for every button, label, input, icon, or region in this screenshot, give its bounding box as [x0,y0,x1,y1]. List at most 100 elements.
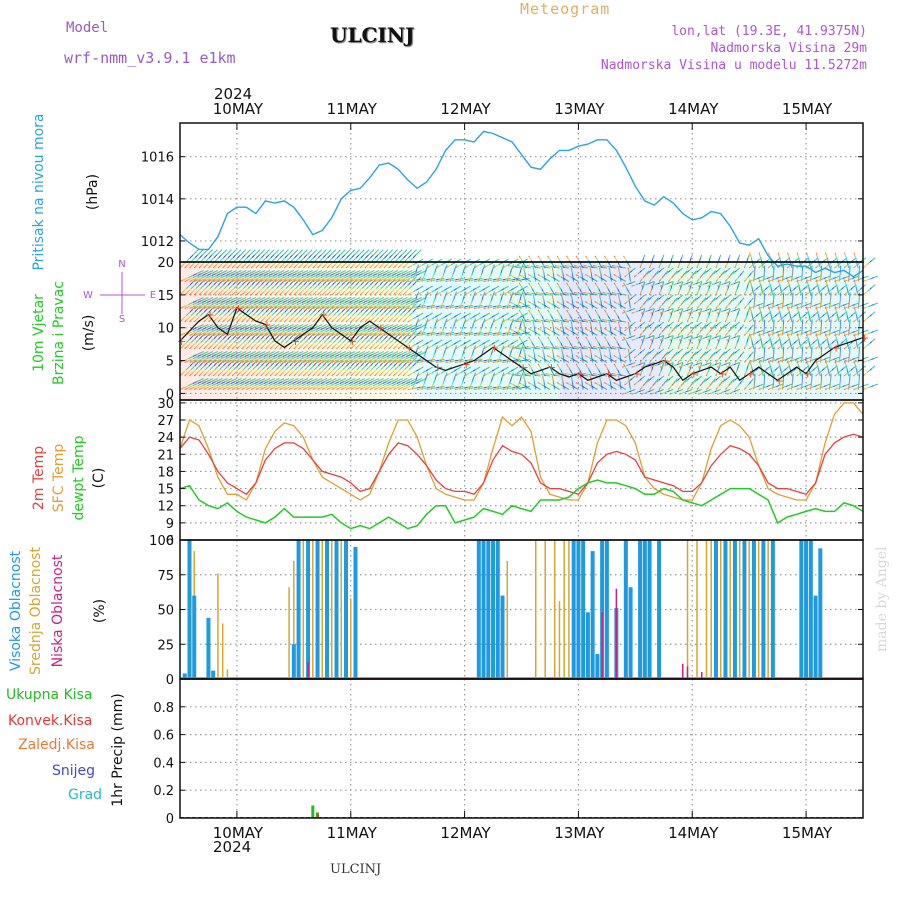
mid-cloud-bar [729,540,731,679]
y-tick-label: 0.8 [153,701,174,716]
high-cloud-bar [206,617,211,679]
y-tick-label: 21 [157,448,174,463]
wind-barb [862,365,876,377]
year-label-bottom: 2024 [213,838,252,856]
wind-gust-mark: + [462,358,471,371]
day-label-bottom: 14MAY [668,824,719,842]
day-label-bottom: 12MAY [440,824,491,842]
high-cloud-bar [751,540,756,679]
wind-gust-mark: + [632,368,641,381]
high-cloud-bar [647,540,652,679]
high-cloud-bar [713,540,718,679]
day-label-bottom: 11MAY [327,824,378,842]
high-cloud-bar [211,670,216,679]
high-cloud-bar [761,540,766,679]
wind-gust-mark: + [405,341,414,354]
wind-gust-mark: + [718,368,727,381]
mid-cloud-bar [738,540,741,679]
y-tick-label: 100 [149,534,174,549]
wind-sublabel: Brzina i Pravac [51,281,67,385]
high-cloud-bar [325,540,330,679]
mid-cloud-bar [544,540,546,679]
wind-label: 10m Vjetar [31,294,47,372]
y-tick-label: 5 [166,355,174,370]
wind-barb [862,338,876,350]
high-cloud-bar [808,540,813,679]
mid-cloud-bar [217,573,219,679]
high-cloud-bar [576,540,581,679]
mid-cloud-bar [757,540,760,679]
y-tick-label: 18 [157,465,174,480]
temp-unit: (C) [91,468,107,489]
compass-e: E [150,290,156,301]
high-cloud-bar [628,587,633,679]
wind-gust-mark: + [291,335,300,348]
low-cloud-label: Niska Oblacnost [50,554,66,667]
dewpt-label: dewpt Temp [71,435,87,520]
high-cloud-bar [600,540,605,679]
y-tick-label: 30 [157,397,174,412]
y-tick-label: 9 [166,517,174,532]
wind-speed-line [179,307,864,382]
dewpt-line [179,479,864,530]
high-cloud-bar [481,540,486,679]
temp2m-label: 2m Temp [31,446,47,510]
high-cloud-bar [818,548,823,679]
mid-cloud-bar [553,540,556,679]
day-label-top: 10MAY [213,100,264,118]
wind-gust-mark: + [319,309,328,322]
wind-barb [862,329,879,337]
wind-gust-mark: + [490,341,499,354]
t2m-line [179,433,864,496]
wind-gust-mark: + [177,335,186,348]
wind-barb [862,284,876,296]
day-label-bottom: 13MAY [554,824,605,842]
watermark: made by Angel [874,546,890,653]
high-cloud-bar [604,540,609,679]
mid-cloud-bar [321,540,324,679]
mid-cloud-bar [302,540,305,679]
y-tick-label: 1012 [141,235,174,250]
wind-gust-mark: + [547,361,556,374]
high-cloud-bar [476,540,481,679]
mid-cloud-bar [558,601,561,679]
pressure-label: Pritisak na nivou mora [31,113,47,270]
low-cloud-bar [682,663,684,679]
high-cloud-bar [581,540,586,679]
low-cloud-bar [700,672,703,679]
year-label-top: 2024 [214,85,253,103]
compass-w: W [83,290,93,301]
mid-cloud-bar [288,587,290,679]
mid-cloud-bar [340,540,343,679]
station-title: ULCINJ [330,23,415,47]
low-cloud-bar [686,666,689,679]
y-tick-label: 6 [166,534,174,549]
y-tick-label: 25 [157,638,174,653]
precip-total-bar [311,805,315,818]
high-cloud-bar [353,546,358,679]
high-cloud-bar [334,540,339,679]
wind-gust-mark: + [433,361,442,374]
high-cloud-bar [638,540,643,679]
wind-barb [862,311,876,323]
high-cloud-bar [187,540,192,679]
wind-gust-mark: + [832,341,841,354]
pressure-unit: (hPa) [85,174,101,210]
mid-cloud-bar [748,540,750,679]
high-cloud-bar [344,540,349,679]
y-tick-label: 24 [157,431,174,446]
y-tick-label: 50 [157,604,174,619]
y-tick-label: 15 [157,483,174,498]
precip-legend-item: Grad [68,787,102,803]
wind-gust-mark: + [803,368,812,381]
high-cloud-bar [500,595,505,679]
wind-gust-mark: + [604,368,613,381]
elevation-label: Nadmorska Visina 29m [710,41,867,56]
y-tick-label: 12 [157,500,174,515]
high-cloud-bar [799,540,804,679]
wind-gust-mark: + [519,361,528,374]
precip-legend-item: Zaledj.Kisa [18,737,95,753]
high-cloud-bar [306,540,311,679]
wind-barb [862,302,879,310]
